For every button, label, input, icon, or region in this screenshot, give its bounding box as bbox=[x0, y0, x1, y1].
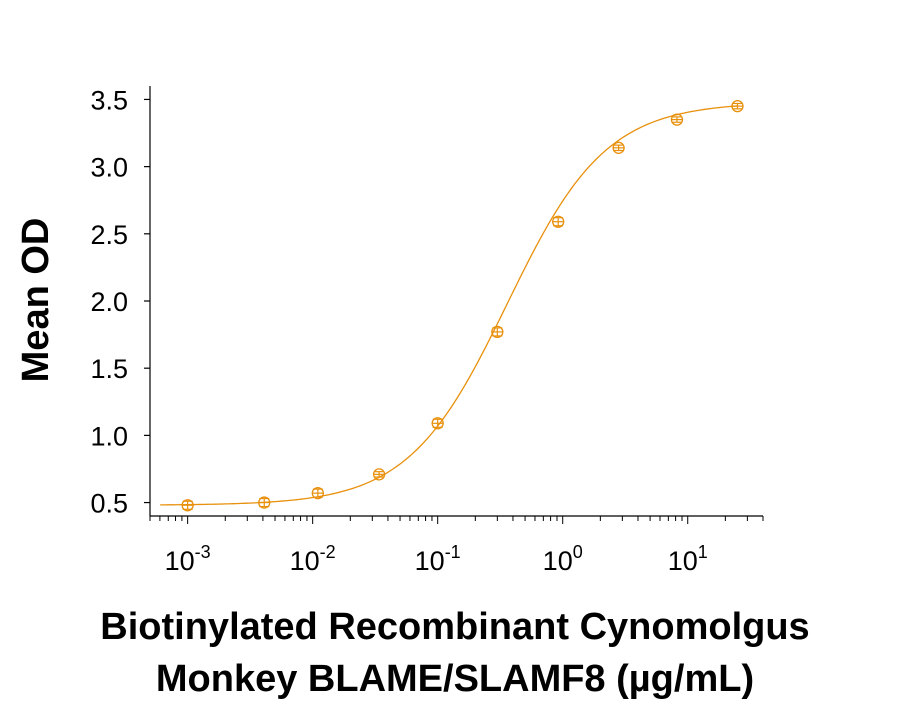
y-tick-label: 2.5 bbox=[90, 220, 128, 250]
x-tick-label: 10-2 bbox=[290, 542, 336, 576]
x-axis-title-line-1: Biotinylated Recombinant Cynomolgus bbox=[100, 606, 809, 648]
x-axis-title-line-2: Monkey BLAME/SLAMF8 (µg/mL) bbox=[156, 658, 754, 700]
x-tick-label: 10-3 bbox=[165, 542, 211, 576]
data-point bbox=[552, 215, 565, 228]
fit-curve-layer bbox=[160, 105, 738, 506]
point-marker bbox=[670, 113, 684, 126]
data-point bbox=[372, 468, 386, 481]
axis-labels: Mean OD Biotinylated Recombinant Cynomol… bbox=[15, 218, 810, 700]
data-point bbox=[491, 325, 504, 339]
data-point bbox=[311, 487, 324, 500]
x-tick-label: 100 bbox=[543, 542, 583, 576]
y-axis-title: Mean OD bbox=[15, 218, 57, 383]
x-tick-label: 10-1 bbox=[415, 542, 461, 576]
point-marker bbox=[552, 215, 565, 228]
fit-curve bbox=[160, 105, 738, 506]
point-marker bbox=[311, 487, 324, 500]
data-point bbox=[612, 141, 625, 154]
y-tick-label: 1.5 bbox=[90, 354, 128, 384]
axes bbox=[149, 86, 763, 517]
x-tick-label: 101 bbox=[668, 542, 708, 576]
data-point bbox=[731, 100, 744, 113]
y-tick-label: 3.5 bbox=[90, 85, 128, 115]
y-tick-label: 2.0 bbox=[90, 287, 128, 317]
y-tick-label: 0.5 bbox=[90, 489, 128, 519]
point-marker bbox=[731, 100, 744, 113]
y-tick-label: 1.0 bbox=[90, 421, 128, 451]
point-marker bbox=[181, 499, 194, 512]
data-point bbox=[181, 499, 194, 512]
y-tick-label: 3.0 bbox=[90, 153, 128, 183]
data-point bbox=[670, 113, 684, 126]
data-point bbox=[258, 496, 271, 509]
data-point bbox=[431, 417, 444, 430]
point-marker bbox=[491, 325, 504, 339]
point-marker bbox=[612, 141, 625, 154]
data-points bbox=[181, 100, 744, 512]
point-marker bbox=[431, 417, 444, 430]
point-marker bbox=[372, 468, 386, 481]
ticks: 0.5 1.0 1.5 2.0 2.5 3.0 3.5 10-3 10-2 10-1 100 101 bbox=[90, 85, 764, 576]
point-marker bbox=[258, 496, 271, 509]
